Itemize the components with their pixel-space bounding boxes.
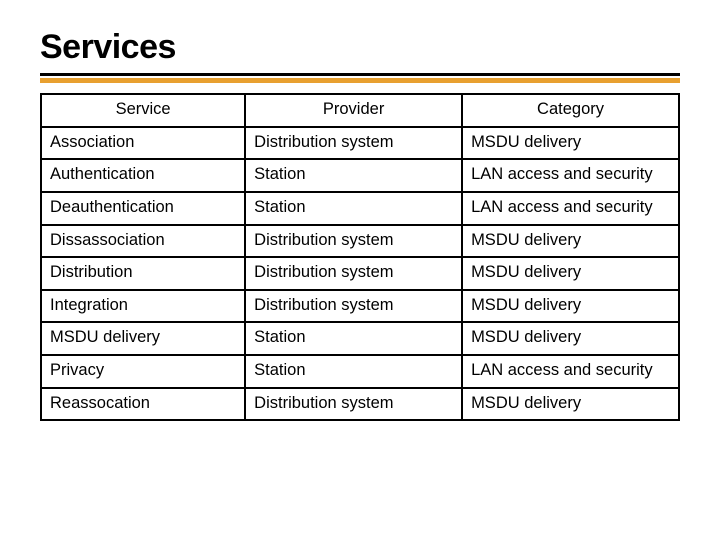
- cell-category: MSDU delivery: [462, 257, 679, 290]
- cell-category: MSDU delivery: [462, 225, 679, 258]
- table-row: Authentication Station LAN access and se…: [41, 159, 679, 192]
- cell-service: Deauthentication: [41, 192, 245, 225]
- page-title: Services: [40, 28, 680, 67]
- cell-service: Distribution: [41, 257, 245, 290]
- cell-category: LAN access and security: [462, 192, 679, 225]
- cell-provider: Distribution system: [245, 127, 462, 160]
- cell-category: MSDU delivery: [462, 290, 679, 323]
- cell-provider: Distribution system: [245, 225, 462, 258]
- table-row: Distribution Distribution system MSDU de…: [41, 257, 679, 290]
- cell-category: MSDU delivery: [462, 322, 679, 355]
- cell-service: Dissassociation: [41, 225, 245, 258]
- table-header-row: Service Provider Category: [41, 94, 679, 127]
- cell-service: Integration: [41, 290, 245, 323]
- cell-service: Reassocation: [41, 388, 245, 421]
- table-row: Integration Distribution system MSDU del…: [41, 290, 679, 323]
- table-row: Privacy Station LAN access and security: [41, 355, 679, 388]
- table-row: Deauthentication Station LAN access and …: [41, 192, 679, 225]
- col-header-provider: Provider: [245, 94, 462, 127]
- cell-service: Association: [41, 127, 245, 160]
- table-row: Dissassociation Distribution system MSDU…: [41, 225, 679, 258]
- cell-category: MSDU delivery: [462, 127, 679, 160]
- cell-service: MSDU delivery: [41, 322, 245, 355]
- cell-provider: Station: [245, 355, 462, 388]
- cell-provider: Distribution system: [245, 388, 462, 421]
- cell-category: LAN access and security: [462, 159, 679, 192]
- cell-service: Privacy: [41, 355, 245, 388]
- col-header-category: Category: [462, 94, 679, 127]
- title-rule-bottom: [40, 78, 680, 83]
- cell-category: MSDU delivery: [462, 388, 679, 421]
- cell-provider: Distribution system: [245, 257, 462, 290]
- services-table: Service Provider Category Association Di…: [40, 93, 680, 421]
- title-rule: [40, 73, 680, 83]
- cell-service: Authentication: [41, 159, 245, 192]
- table-row: MSDU delivery Station MSDU delivery: [41, 322, 679, 355]
- cell-provider: Distribution system: [245, 290, 462, 323]
- cell-provider: Station: [245, 192, 462, 225]
- cell-provider: Station: [245, 159, 462, 192]
- table-row: Reassocation Distribution system MSDU de…: [41, 388, 679, 421]
- cell-category: LAN access and security: [462, 355, 679, 388]
- table-row: Association Distribution system MSDU del…: [41, 127, 679, 160]
- cell-provider: Station: [245, 322, 462, 355]
- title-rule-top: [40, 73, 680, 76]
- col-header-service: Service: [41, 94, 245, 127]
